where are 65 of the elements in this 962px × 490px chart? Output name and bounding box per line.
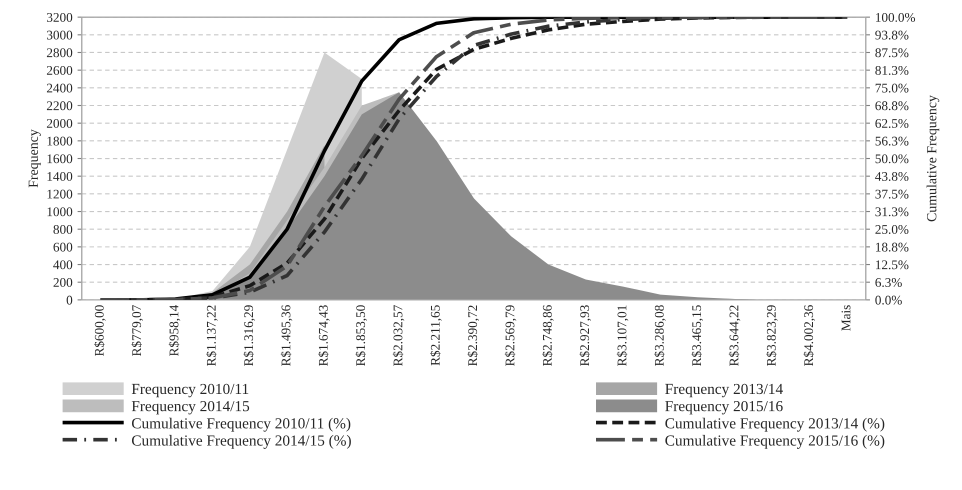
y2-tick-label: 68.8% (875, 101, 908, 110)
y-tick-label: 3000 (46, 30, 72, 40)
y2-tick-label: 62.5% (875, 118, 908, 128)
y2-tick-label: 6.3% (875, 278, 902, 287)
y-axis-title: Frequency (28, 129, 41, 188)
x-tick-label: R$3.107,01 (616, 306, 628, 366)
x-tick-label: R$4.002,36 (803, 305, 815, 366)
y-tick-label: 400 (53, 260, 72, 270)
y2-tick-label: 75.0% (876, 84, 908, 93)
legend-label: Frequency 2015/16 (665, 400, 783, 414)
x-tick-label: R$1.495,36 (280, 305, 292, 366)
x-tick-label: R$3.823,29 (766, 305, 778, 366)
legend-label: Frequency 2014/15 (132, 400, 250, 414)
y-tick-label: 0 (66, 296, 72, 305)
legend-label: Frequency 2013/14 (665, 384, 783, 398)
y-tick-label: 200 (54, 278, 72, 287)
x-tick-label: R$2.390,72 (467, 305, 479, 366)
y2-tick-label: 50.0% (876, 154, 908, 164)
y-tick-label: 2600 (46, 66, 72, 75)
y-tick-label: 2400 (46, 84, 72, 93)
legend-label: Cumulative Frequency 2010/11 (%) (132, 418, 350, 432)
x-tick-label: R$2.569,79 (504, 305, 516, 366)
y-tick-label: 1200 (48, 190, 72, 199)
y-tick-label: 1800 (48, 136, 72, 146)
x-tick-label: R$1.137,22 (206, 305, 218, 366)
legend-label: Cumulative Frequency 2015/16 (%) (665, 434, 884, 449)
y2-tick-label: 87.5% (875, 48, 908, 58)
y-tick-label: 1400 (48, 172, 72, 181)
y2-tick-label: 81.3% (875, 66, 908, 75)
legend-label: Cumulative Frequency 2014/15 (%) (132, 434, 351, 449)
y2-tick-label: 31.3% (875, 207, 908, 216)
y-tick-label: 1600 (48, 154, 72, 164)
x-tick-label: Mais (842, 305, 850, 331)
y-tick-label: 2000 (46, 118, 72, 128)
x-tick-label: R$2.211,65 (430, 305, 442, 366)
y-tick-label: 3200 (46, 12, 72, 22)
y2-tick-label: 12.5% (876, 260, 908, 270)
y-tick-label: 2200 (46, 101, 72, 110)
y2-tick-label: 56.3% (876, 136, 908, 146)
x-tick-label: R$1.853,50 (355, 305, 367, 366)
x-tick-label: R$958,14 (168, 304, 180, 356)
x-tick-label: R$1.674,43 (318, 305, 330, 366)
x-tick-label: R$3.644,22 (728, 305, 740, 366)
y2-axis-title: Cumulative Frequency (926, 95, 940, 222)
x-tick-label: R$3.286,08 (654, 305, 666, 366)
y2-tick-label: 18.8% (876, 242, 908, 252)
y2-tick-label: 0.0% (875, 296, 902, 305)
y2-tick-label: 43.8% (875, 172, 908, 181)
legend-label: Frequency 2010/11 (132, 384, 248, 398)
legend-label: Cumulative Frequency 2013/14 (%) (665, 418, 884, 432)
y2-tick-label: 100.0% (876, 12, 916, 22)
y-tick-label: 600 (54, 242, 72, 252)
y2-tick-label: 25.0% (875, 225, 908, 234)
x-tick-label: R$1.316,29 (243, 305, 255, 366)
y-tick-label: 800 (53, 225, 72, 234)
y2-tick-label: 93.8% (875, 30, 908, 40)
x-tick-label: R$3.465,15 (691, 305, 703, 366)
x-tick-label: R$2.927,93 (579, 305, 591, 366)
x-tick-label: R$779,07 (131, 305, 143, 356)
x-tick-label: R$600,00 (94, 305, 106, 356)
y-tick-label: 2800 (46, 48, 72, 58)
y2-tick-label: 37.5% (875, 190, 908, 199)
y-tick-label: 1000 (48, 207, 72, 216)
x-tick-label: R$2.032,57 (392, 305, 404, 366)
x-tick-label: R$2.748,86 (542, 305, 554, 366)
